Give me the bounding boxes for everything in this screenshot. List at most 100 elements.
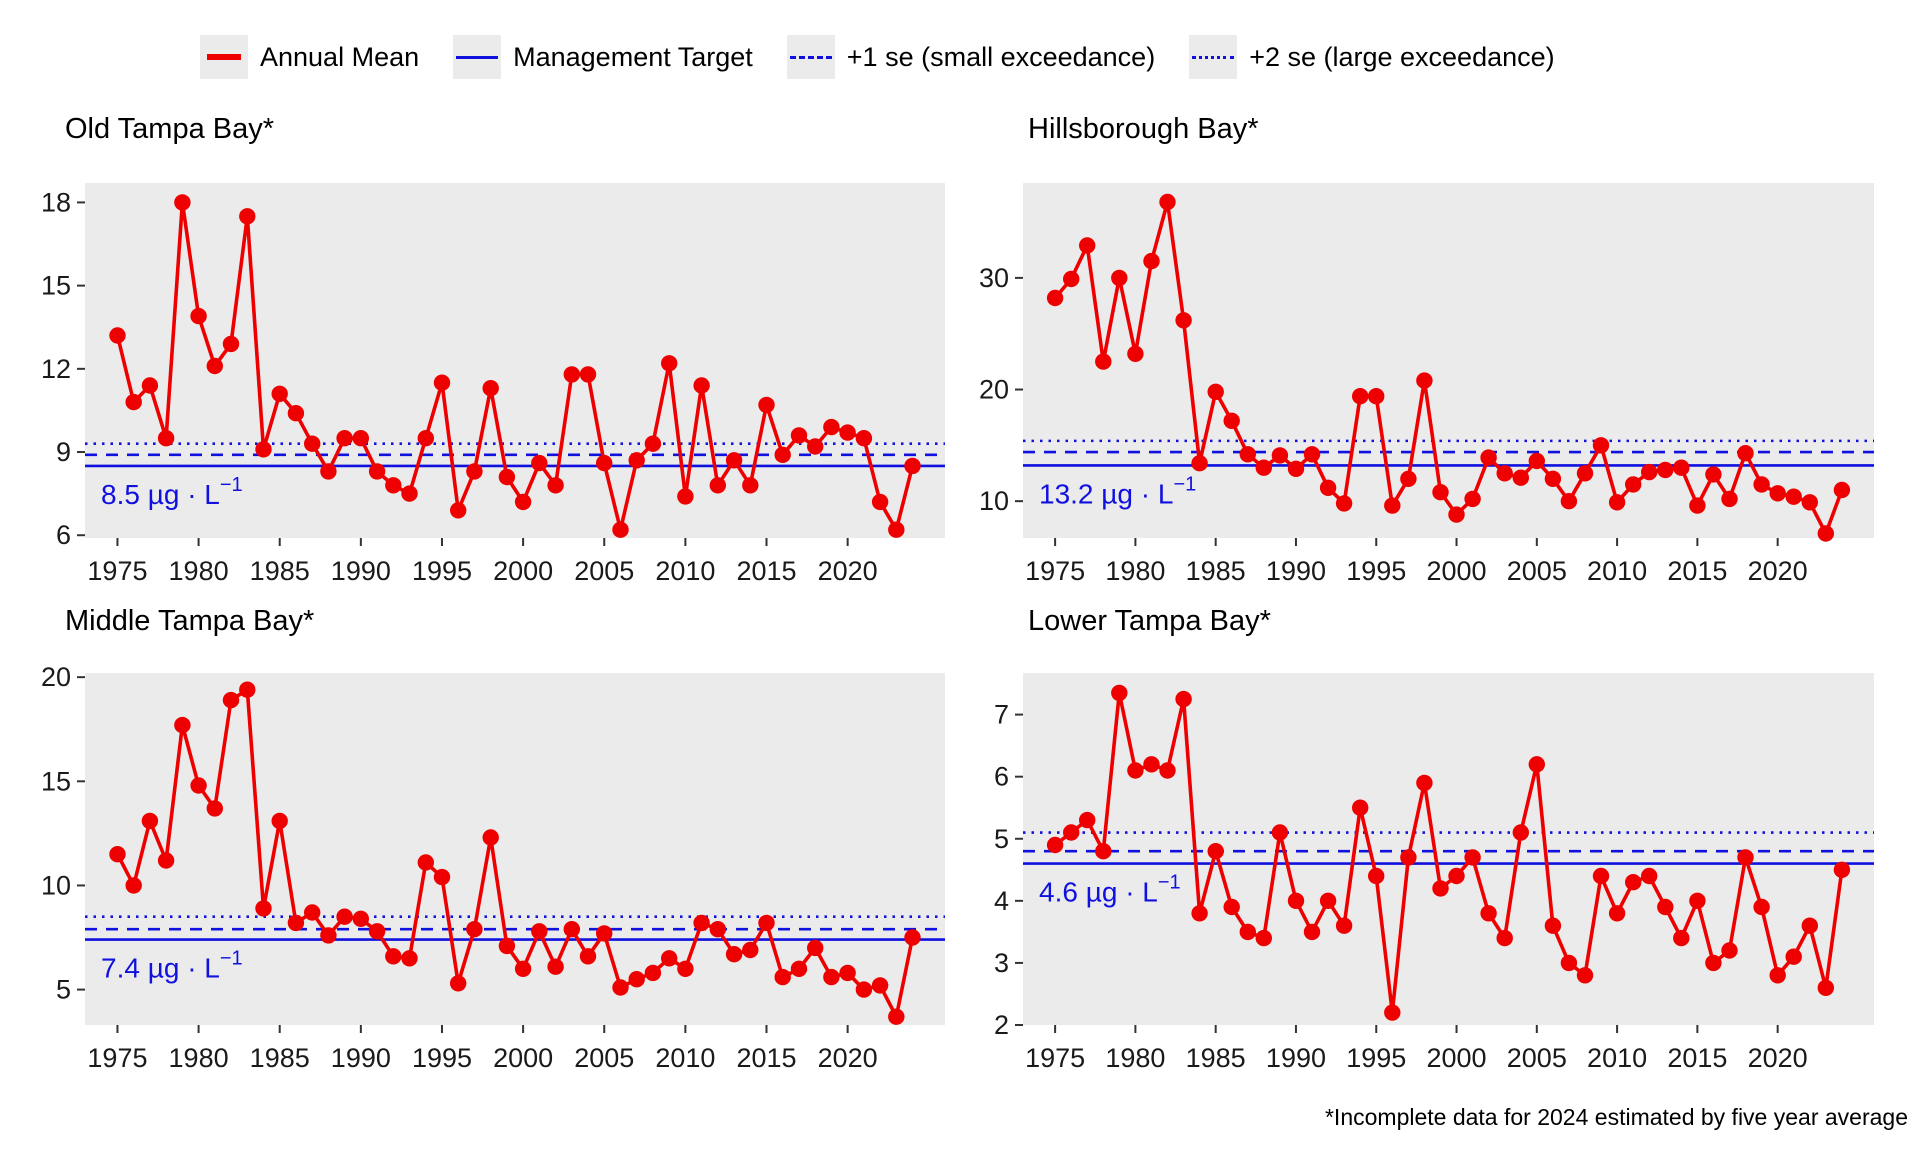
annual-mean-point [742, 477, 759, 494]
annual-mean-point [1608, 905, 1626, 922]
annual-mean-point [904, 929, 921, 946]
x-axis-tick-label: 2020 [1748, 556, 1808, 586]
annual-mean-point [352, 430, 369, 447]
annual-mean-point [1319, 892, 1337, 909]
annual-mean-point [531, 454, 548, 472]
panel-title: Old Tampa Bay* [65, 113, 275, 145]
y-axis-tick-label: 5 [994, 824, 1009, 854]
target-annotation: 7.4 µg · L−1 [101, 948, 243, 984]
x-axis-tick-label: 2015 [736, 1043, 796, 1073]
annual-mean-point [1335, 495, 1353, 512]
x-axis-tick-label: 2000 [493, 556, 553, 586]
x-axis-tick-label: 1985 [250, 556, 310, 586]
annual-mean-point [1576, 465, 1594, 482]
annual-mean-line [115, 687, 915, 1019]
annual-mean-point [1207, 843, 1224, 860]
annual-mean-line [1053, 691, 1844, 1015]
annual-mean-point [352, 910, 369, 927]
annual-mean-point [385, 948, 402, 965]
annual-mean-point [1319, 479, 1337, 496]
annual-mean-point [1063, 270, 1080, 288]
annual-mean-point [1737, 849, 1754, 866]
annual-mean-point [271, 385, 288, 402]
x-axis-tick-label: 1990 [331, 556, 391, 586]
target-annotation: 4.6 µg · L−1 [1039, 872, 1181, 908]
x-axis-tick-label: 2005 [1507, 556, 1567, 586]
x-axis-tick-label: 2005 [574, 1043, 634, 1073]
annual-mean-point [1095, 843, 1112, 860]
x-axis-tick-label: 2015 [1667, 1043, 1727, 1073]
annual-mean-point [1159, 762, 1176, 779]
legend: Annual Mean Management Target +1 se (sma… [200, 28, 1555, 86]
annual-mean-point [1657, 461, 1674, 479]
target-annotation: 8.5 µg · L−1 [101, 474, 243, 510]
annual-mean-point [206, 800, 223, 817]
annual-mean-point [1689, 892, 1706, 909]
annual-mean-point [1625, 476, 1642, 493]
x-axis-tick-label: 1980 [169, 1043, 229, 1073]
annual-mean-point [693, 377, 710, 394]
annual-mean-point [417, 430, 434, 447]
annual-mean-point [1416, 372, 1433, 389]
annual-mean-point [1111, 684, 1128, 702]
annual-mean-point [1368, 388, 1385, 405]
panel-title: Middle Tampa Bay* [65, 605, 315, 637]
annual-mean-point [450, 502, 467, 519]
annual-mean-point [1223, 412, 1240, 429]
annual-mean-point [547, 958, 564, 975]
annual-mean-point [758, 396, 775, 414]
y-axis-tick-label: 10 [41, 870, 71, 900]
annual-mean-point [1480, 449, 1497, 466]
annual-mean-point [871, 977, 889, 994]
annual-mean-point [1721, 942, 1738, 959]
y-axis-tick-label: 15 [41, 271, 71, 301]
annual-mean-point [1721, 490, 1738, 508]
annual-mean-point [271, 812, 288, 830]
annual-mean-point [433, 374, 451, 391]
annual-mean-point [839, 964, 856, 982]
annual-mean-point [1496, 465, 1513, 482]
y-axis-tick-label: 2 [994, 1010, 1009, 1040]
annual-mean-point [157, 852, 175, 869]
annual-mean-point [1705, 954, 1722, 972]
annual-mean-point [644, 435, 662, 452]
annual-mean-point [401, 950, 418, 967]
annual-mean-point [807, 939, 824, 957]
annual-mean-point [1432, 880, 1449, 897]
annual-mean-point [1079, 811, 1096, 829]
annual-mean-point [320, 463, 337, 480]
annual-mean-point [709, 477, 726, 494]
legend-label: +2 se (large exceedance) [1249, 41, 1555, 72]
legend-item-plus2se: +2 se (large exceedance) [1189, 35, 1555, 79]
y-axis-tick-label: 10 [979, 486, 1009, 516]
panel-hillsborough-bay: Hillsborough Bay* 1975 1980 1985 1990 1995 20… [945, 103, 1880, 618]
annual-mean-point [1335, 917, 1353, 934]
annual-mean-point [1560, 954, 1578, 972]
annual-mean-point [855, 981, 873, 998]
panel-middle-tampa-bay: Middle Tampa Bay* 1975 1980 1985 1990 1995 20… [30, 595, 950, 1110]
x-axis-tick-label: 2005 [574, 556, 634, 586]
annual-mean-point [1448, 867, 1465, 885]
annual-mean-point [1528, 452, 1545, 470]
annual-mean-point [1127, 762, 1144, 779]
annual-mean-point [1673, 459, 1690, 476]
panel-title: Lower Tampa Bay* [1028, 605, 1271, 637]
panel-background [85, 183, 945, 538]
annual-mean-point [368, 463, 386, 480]
annual-mean-point [709, 921, 726, 938]
annual-mean-point [1127, 345, 1144, 362]
x-axis-tick-label: 1995 [412, 1043, 472, 1073]
annual-mean-point [304, 904, 321, 921]
legend-label: +1 se (small exceedance) [846, 41, 1156, 72]
annual-mean-point [304, 435, 321, 452]
annual-mean-point [1769, 485, 1786, 502]
x-axis-tick-label: 1975 [1025, 1043, 1085, 1073]
annual-mean-point [1817, 525, 1834, 542]
x-axis-tick-label: 1985 [1186, 556, 1246, 586]
annual-mean-point [823, 418, 840, 436]
annual-mean-point [1191, 905, 1208, 922]
annual-mean-point [1817, 979, 1834, 996]
annual-mean-point [255, 441, 272, 458]
x-axis-tick-label: 1995 [1346, 1043, 1406, 1073]
y-axis-tick-label: 12 [41, 354, 71, 384]
